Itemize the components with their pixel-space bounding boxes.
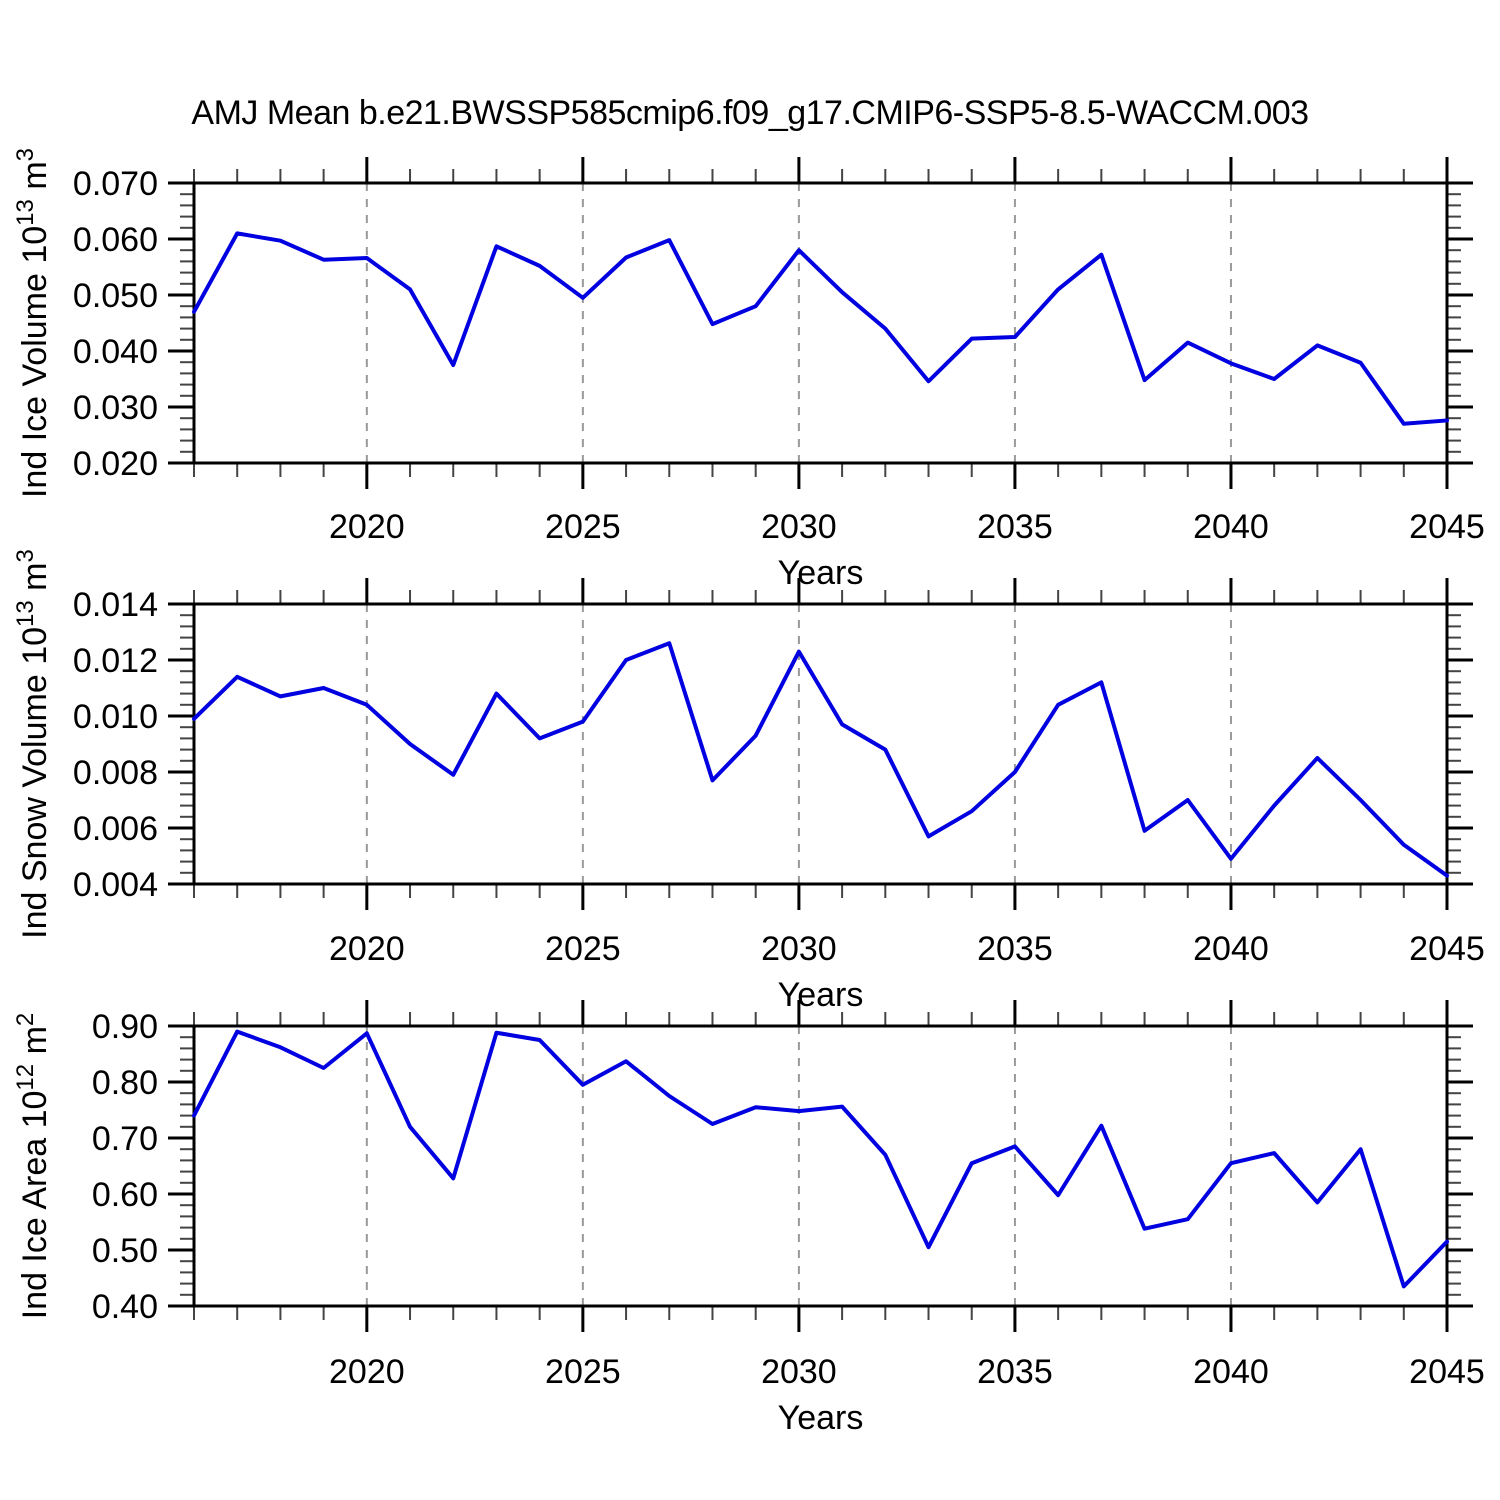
x-tick-label: 2035 — [977, 1353, 1053, 1391]
x-tick-label: 2020 — [329, 508, 405, 546]
panel-ind-ice-volume: 0.020 0.030 0.040 0.050 0.060 0.070 2020 2025 20… — [12, 148, 1485, 592]
panel-ind-snow-volume: 0.004 0.006 0.008 0.010 0.012 0.014 2020 2025 20… — [12, 549, 1485, 1014]
ind-ice-area-line — [192, 1029, 1449, 1289]
y-tick-label: 0.010 — [73, 698, 158, 736]
y-tick-label: 0.90 — [92, 1008, 158, 1046]
ind-snow-volume-line — [192, 641, 1449, 878]
ind-ice-volume-line — [192, 231, 1449, 426]
y-tick-label: 0.60 — [92, 1176, 158, 1214]
plot-frame — [192, 181, 1449, 465]
y-tick-label: 0.070 — [73, 165, 158, 203]
plot-frame — [192, 602, 1449, 886]
y-tick-label: 0.40 — [92, 1288, 158, 1326]
x-tick-label: 2020 — [329, 930, 405, 968]
x-tick-label: 2030 — [761, 508, 837, 546]
chart-title: AMJ Mean b.e21.BWSSP585cmip6.f09_g17.CMI… — [191, 94, 1309, 132]
y-tick-label: 0.020 — [73, 445, 158, 483]
y-tick-label: 0.012 — [73, 642, 158, 680]
x-tick-label: 2030 — [761, 1353, 837, 1391]
y-tick-label: 0.030 — [73, 389, 158, 427]
y-axis-title: Ind Ice Volume 1013 m3 — [12, 148, 54, 498]
x-tick-label: 2040 — [1193, 1353, 1269, 1391]
x-tick-label: 2025 — [545, 930, 621, 968]
x-axis-title: Years — [778, 554, 864, 592]
plot-frame — [192, 1024, 1449, 1308]
x-tick-label: 2030 — [761, 930, 837, 968]
y-tick-label: 0.70 — [92, 1120, 158, 1158]
y-tick-label: 0.050 — [73, 277, 158, 315]
y-tick-label: 0.004 — [73, 866, 158, 904]
y-tick-label: 0.008 — [73, 754, 158, 792]
x-tick-label: 2040 — [1193, 930, 1269, 968]
x-axis-title: Years — [778, 976, 864, 1014]
x-tick-label: 2045 — [1409, 1353, 1485, 1391]
panel-ind-ice-area: 0.40 0.50 0.60 0.70 0.80 0.90 2020 2025 2030 2035… — [12, 1000, 1485, 1437]
x-tick-label: 2020 — [329, 1353, 405, 1391]
y-tick-label: 0.006 — [73, 810, 158, 848]
y-axis-title: Ind Ice Area 1012 m2 — [12, 1013, 54, 1320]
x-axis-title: Years — [778, 1399, 864, 1437]
y-axis-title: Ind Snow Volume 1013 m3 — [12, 549, 54, 939]
y-tick-label: 0.014 — [73, 586, 158, 624]
y-tick-label: 0.040 — [73, 333, 158, 371]
x-tick-label: 2025 — [545, 1353, 621, 1391]
x-tick-label: 2035 — [977, 930, 1053, 968]
y-tick-label: 0.060 — [73, 221, 158, 259]
x-tick-label: 2045 — [1409, 508, 1485, 546]
x-tick-label: 2040 — [1193, 508, 1269, 546]
x-tick-label: 2035 — [977, 508, 1053, 546]
y-tick-label: 0.80 — [92, 1064, 158, 1102]
y-tick-label: 0.50 — [92, 1232, 158, 1270]
x-tick-label: 2025 — [545, 508, 621, 546]
x-tick-label: 2045 — [1409, 930, 1485, 968]
